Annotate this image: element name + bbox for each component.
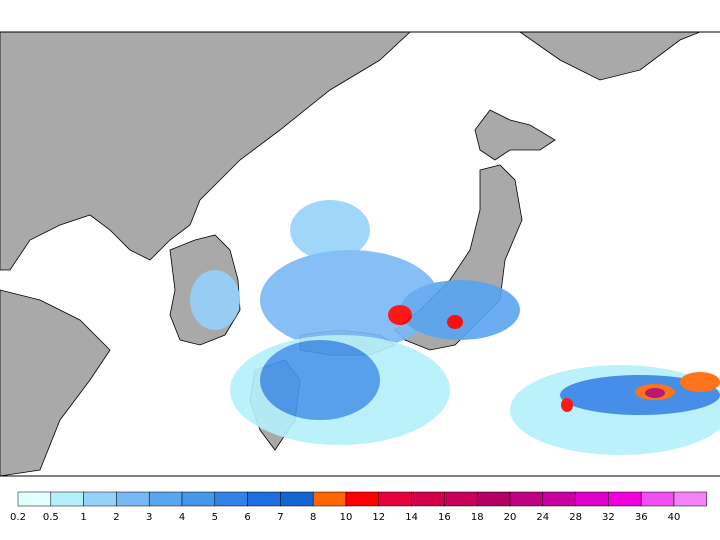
level-label: 8 bbox=[310, 512, 316, 523]
color-swatch bbox=[181, 491, 216, 507]
color-swatch bbox=[542, 491, 576, 507]
level-label: 28 bbox=[569, 512, 582, 523]
level-label: 24 bbox=[536, 512, 549, 523]
level-label: 0.5 bbox=[43, 512, 59, 523]
color-swatch bbox=[378, 491, 412, 507]
level-label: 32 bbox=[602, 512, 615, 523]
level-label: 5 bbox=[212, 512, 218, 523]
level-label: 1 bbox=[80, 512, 86, 523]
map bbox=[0, 31, 720, 477]
rain-area bbox=[260, 340, 380, 420]
color-swatch bbox=[116, 491, 150, 507]
level-label: 6 bbox=[244, 512, 250, 523]
color-swatch bbox=[280, 491, 314, 507]
color-swatch bbox=[444, 491, 478, 507]
colorbar: 0.2 0.5 1 2 3 4 5 6 7 8 10 12 14 16 18 20 24 28 32 36 40 bbox=[10, 491, 708, 523]
level-label: 4 bbox=[179, 512, 185, 523]
level-label: 2 bbox=[113, 512, 119, 523]
level-label: 40 bbox=[668, 512, 681, 523]
color-swatch bbox=[575, 491, 609, 507]
rain-area bbox=[400, 280, 520, 340]
level-label: 14 bbox=[405, 512, 418, 523]
mainland bbox=[0, 31, 412, 477]
color-swatch bbox=[50, 491, 84, 507]
level-label: 16 bbox=[438, 512, 451, 523]
level-label: 18 bbox=[471, 512, 484, 523]
rain-area bbox=[290, 200, 370, 260]
color-swatch bbox=[214, 491, 248, 507]
level-label: 7 bbox=[277, 512, 283, 523]
color-swatch bbox=[640, 491, 675, 507]
level-label: 3 bbox=[146, 512, 152, 523]
hokkaido bbox=[474, 109, 556, 161]
rain-core bbox=[561, 398, 573, 412]
rain-core bbox=[447, 315, 463, 329]
color-swatch bbox=[509, 491, 544, 507]
color-swatch bbox=[247, 491, 281, 507]
level-label: 20 bbox=[504, 512, 517, 523]
color-swatch bbox=[148, 491, 183, 507]
color-swatch bbox=[345, 491, 380, 507]
rain-core bbox=[645, 388, 665, 398]
level-label: 0.2 bbox=[10, 512, 26, 523]
level-label: 36 bbox=[635, 512, 648, 523]
color-swatch bbox=[411, 491, 445, 507]
level-label: 12 bbox=[372, 512, 385, 523]
level-label: 10 bbox=[340, 512, 353, 523]
rain-core bbox=[680, 372, 720, 392]
rain-area bbox=[190, 270, 240, 330]
precipitation bbox=[190, 200, 720, 455]
color-swatch bbox=[673, 491, 708, 507]
color-swatch bbox=[83, 491, 117, 507]
rain-area bbox=[260, 250, 440, 350]
color-swatch bbox=[312, 491, 347, 507]
rain-core bbox=[388, 305, 412, 325]
color-swatch bbox=[608, 491, 642, 507]
color-swatch bbox=[476, 491, 511, 507]
color-swatch bbox=[17, 491, 52, 507]
